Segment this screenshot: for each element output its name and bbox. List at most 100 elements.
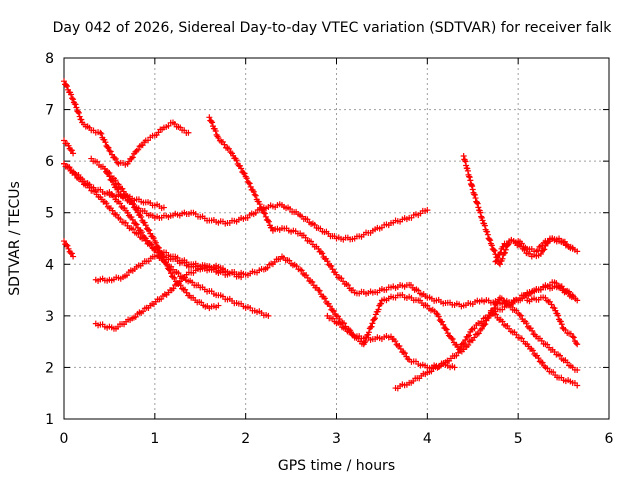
data-point-marker bbox=[177, 282, 184, 289]
data-point-marker bbox=[500, 243, 507, 250]
data-point-marker bbox=[479, 217, 486, 224]
x-tick-label: 4 bbox=[423, 431, 432, 447]
data-point-marker bbox=[392, 338, 399, 345]
data-point-marker bbox=[72, 101, 79, 108]
data-point-marker bbox=[424, 302, 431, 309]
series-track-o bbox=[487, 307, 581, 389]
data-point-marker bbox=[369, 320, 376, 327]
data-point-marker bbox=[309, 279, 316, 286]
data-point-marker bbox=[138, 229, 145, 236]
data-point-marker bbox=[433, 310, 440, 317]
data-marks bbox=[61, 78, 581, 392]
data-point-marker bbox=[98, 130, 105, 137]
data-point-marker bbox=[558, 321, 565, 328]
data-point-marker bbox=[97, 129, 104, 136]
data-point-marker bbox=[129, 154, 136, 161]
data-point-marker bbox=[388, 333, 394, 340]
data-point-marker bbox=[442, 325, 449, 332]
data-point-marker bbox=[481, 321, 488, 328]
data-point-marker bbox=[435, 313, 442, 320]
data-point-marker bbox=[135, 146, 142, 153]
data-point-marker bbox=[448, 335, 455, 342]
data-point-marker bbox=[133, 221, 140, 228]
data-point-marker bbox=[68, 91, 75, 98]
data-point-marker bbox=[111, 154, 118, 161]
data-point-marker bbox=[465, 342, 472, 349]
data-point-marker bbox=[327, 303, 334, 310]
data-point-marker bbox=[365, 329, 372, 336]
data-point-marker bbox=[477, 209, 484, 216]
data-point-marker bbox=[265, 218, 272, 225]
data-point-marker bbox=[109, 207, 116, 214]
series-track-k bbox=[106, 189, 272, 319]
data-point-marker bbox=[478, 325, 485, 332]
data-point-marker bbox=[123, 272, 130, 279]
data-point-marker bbox=[132, 220, 139, 227]
data-point-marker bbox=[375, 306, 382, 313]
data-point-marker bbox=[488, 242, 495, 249]
data-point-marker bbox=[469, 183, 476, 190]
data-point-marker bbox=[518, 335, 525, 342]
data-point-marker bbox=[129, 216, 136, 223]
data-point-marker bbox=[209, 119, 216, 126]
data-point-marker bbox=[393, 341, 400, 348]
data-point-marker bbox=[268, 224, 275, 231]
data-point-marker bbox=[251, 191, 258, 198]
data-point-marker bbox=[493, 257, 500, 264]
data-point-marker bbox=[256, 201, 263, 208]
data-point-marker bbox=[564, 359, 571, 366]
data-point-marker bbox=[75, 109, 82, 116]
data-point-marker bbox=[329, 266, 336, 273]
data-point-marker bbox=[539, 359, 546, 366]
data-point-marker bbox=[415, 287, 422, 294]
data-point-marker bbox=[562, 326, 569, 333]
data-point-marker bbox=[167, 270, 174, 277]
data-point-marker bbox=[475, 204, 482, 211]
data-point-marker bbox=[484, 228, 491, 235]
data-point-marker bbox=[132, 313, 139, 320]
data-point-marker bbox=[158, 253, 165, 260]
data-point-marker bbox=[466, 173, 473, 180]
data-point-marker bbox=[324, 258, 331, 265]
data-point-marker bbox=[499, 255, 506, 262]
data-point-marker bbox=[464, 167, 471, 174]
data-point-marker bbox=[557, 318, 564, 325]
data-point-marker bbox=[574, 382, 581, 389]
data-point-marker bbox=[259, 206, 266, 213]
y-tick-label: 4 bbox=[45, 257, 54, 273]
data-point-marker bbox=[570, 334, 577, 341]
data-point-marker bbox=[147, 230, 154, 237]
data-point-marker bbox=[478, 213, 485, 220]
data-point-marker bbox=[449, 336, 456, 343]
data-point-marker bbox=[153, 249, 160, 256]
data-point-marker bbox=[124, 209, 131, 216]
data-point-marker bbox=[482, 321, 489, 328]
data-point-marker bbox=[544, 365, 551, 372]
data-point-marker bbox=[443, 326, 450, 333]
data-point-marker bbox=[319, 250, 326, 257]
data-point-marker bbox=[68, 250, 75, 257]
data-point-marker bbox=[556, 352, 563, 359]
data-point-marker bbox=[112, 177, 119, 184]
data-point-marker bbox=[241, 170, 248, 177]
data-point-marker bbox=[135, 230, 142, 237]
data-point-marker bbox=[107, 148, 114, 155]
series-track-l bbox=[324, 283, 581, 353]
data-point-marker bbox=[490, 246, 497, 253]
data-point-marker bbox=[475, 330, 482, 337]
y-tick-label: 1 bbox=[45, 412, 54, 428]
data-point-marker bbox=[171, 274, 178, 281]
series-track-h bbox=[92, 262, 245, 332]
data-point-marker bbox=[500, 297, 507, 304]
y-axis-label: SDTVAR / TECUs bbox=[7, 181, 23, 296]
data-point-marker bbox=[264, 217, 271, 224]
data-point-marker bbox=[70, 253, 77, 260]
data-point-marker bbox=[138, 213, 145, 220]
data-point-marker bbox=[106, 169, 113, 176]
x-axis-label: GPS time / hours bbox=[278, 458, 395, 474]
data-point-marker bbox=[502, 246, 509, 253]
data-point-marker bbox=[145, 137, 152, 144]
data-point-marker bbox=[115, 181, 122, 188]
data-point-marker bbox=[328, 263, 335, 270]
data-point-marker bbox=[461, 157, 468, 164]
